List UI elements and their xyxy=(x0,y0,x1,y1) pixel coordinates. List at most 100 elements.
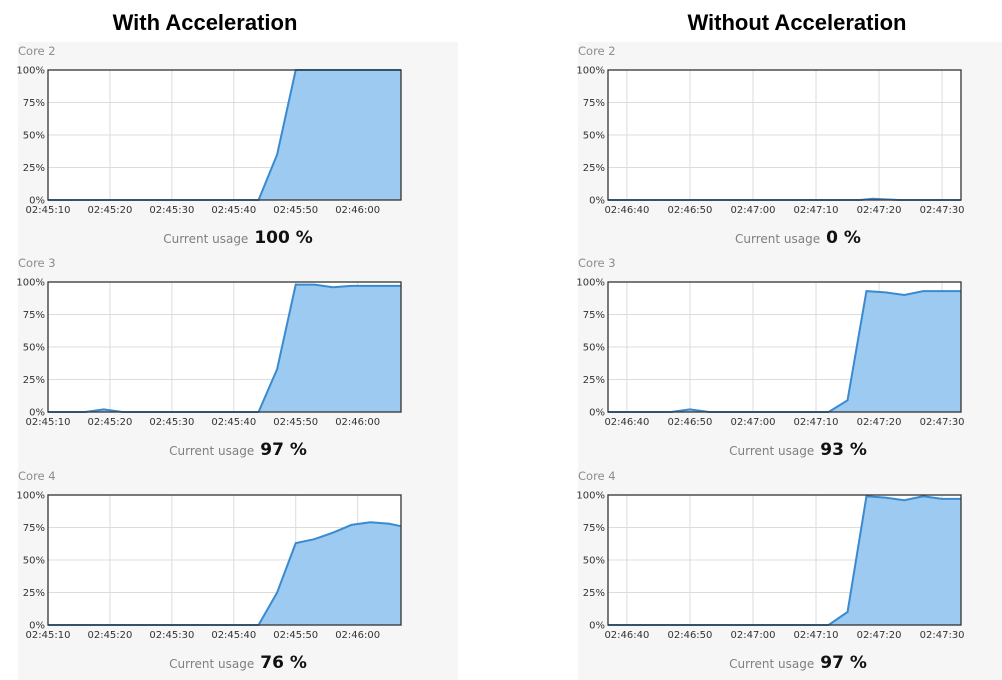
x-tick-label: 02:47:10 xyxy=(794,205,839,216)
usage-area xyxy=(48,522,401,625)
usage-chart: 0% 25% 50% 75% 100% 02:45:10 02:45:20 02:45:30 0… xyxy=(16,491,402,641)
y-tick-label: 25% xyxy=(583,375,605,386)
without-core-panel: Core 2 0% 25% 50% 75% 100% 02:46:40 02:46:50 02:… xyxy=(576,42,1002,255)
core-label: Core 2 xyxy=(18,44,56,58)
current-usage: Current usage 0 % xyxy=(578,228,1002,248)
core-label: Core 3 xyxy=(578,256,616,270)
without-core-panel: Core 3 0% 25% 50% 75% 100% 02:46:40 02:46:50 02:… xyxy=(576,254,1002,467)
usage-chart: 0% 25% 50% 75% 100% 02:45:10 02:45:20 02:45:30 0… xyxy=(16,66,402,216)
y-tick-label: 0% xyxy=(589,408,605,419)
current-usage-value: 76 % xyxy=(260,653,307,673)
x-tick-label: 02:47:00 xyxy=(731,630,776,641)
y-tick-label: 75% xyxy=(583,310,605,321)
plot-frame xyxy=(47,494,402,626)
core-label: Core 4 xyxy=(18,469,56,483)
with-core-panel: Core 4 0% 25% 50% 75% 100% 02:45:10 02:45:20 02:… xyxy=(16,467,458,680)
y-tick-label: 75% xyxy=(23,310,45,321)
y-tick-label: 50% xyxy=(583,131,605,142)
core-label: Core 2 xyxy=(578,44,616,58)
current-usage: Current usage 97 % xyxy=(578,653,1002,673)
plot-frame xyxy=(47,69,402,201)
plot-frame xyxy=(47,281,402,413)
y-tick-label: 0% xyxy=(29,196,45,207)
plot-frame xyxy=(607,69,962,201)
x-tick-label: 02:47:00 xyxy=(731,417,776,428)
usage-chart: 0% 25% 50% 75% 100% 02:46:40 02:46:50 02:47:00 0… xyxy=(576,491,965,642)
x-tick-label: 02:45:30 xyxy=(149,205,194,216)
y-tick-label: 0% xyxy=(29,621,45,632)
with-core-panel: Core 3 0% 25% 50% 75% 100% 02:45:10 02:45:20 02:… xyxy=(16,254,458,467)
x-tick-label: 02:45:40 xyxy=(211,417,256,428)
current-usage-value: 97 % xyxy=(260,440,307,460)
current-usage-label: Current usage xyxy=(729,657,815,671)
y-tick-label: 100% xyxy=(576,491,605,502)
y-tick-label: 25% xyxy=(23,588,45,599)
x-tick-label: 02:46:50 xyxy=(667,630,712,641)
usage-chart: 0% 25% 50% 75% 100% 02:46:40 02:46:50 02:47:00 0… xyxy=(576,66,965,217)
without-core-panel: Core 4 0% 25% 50% 75% 100% 02:46:40 02:46:50 02:… xyxy=(576,467,1002,680)
y-tick-label: 100% xyxy=(16,278,45,289)
x-tick-label: 02:45:10 xyxy=(26,630,71,641)
y-tick-label: 0% xyxy=(29,408,45,419)
current-usage-value: 100 % xyxy=(254,228,313,248)
current-usage-value: 0 % xyxy=(826,228,861,248)
y-tick-label: 100% xyxy=(16,491,45,502)
with-core-panel: Core 2 0% 25% 50% 75% 100% 02:45:10 02:45:20 02:… xyxy=(16,42,458,255)
x-tick-label: 02:45:40 xyxy=(211,630,256,641)
y-tick-label: 25% xyxy=(583,588,605,599)
current-usage: Current usage 93 % xyxy=(578,440,1002,460)
x-tick-label: 02:47:10 xyxy=(794,630,839,641)
y-tick-label: 50% xyxy=(23,343,45,354)
x-tick-label: 02:46:00 xyxy=(335,205,380,216)
current-usage-label: Current usage xyxy=(169,444,255,458)
y-tick-label: 50% xyxy=(23,556,45,567)
x-tick-label: 02:45:40 xyxy=(211,205,256,216)
y-tick-label: 100% xyxy=(576,66,605,77)
x-tick-label: 02:45:50 xyxy=(273,205,318,216)
x-tick-label: 02:46:40 xyxy=(604,630,649,641)
y-tick-label: 0% xyxy=(589,196,605,207)
x-tick-label: 02:46:00 xyxy=(335,630,380,641)
x-tick-label: 02:47:30 xyxy=(920,205,965,216)
y-tick-label: 75% xyxy=(583,98,605,109)
y-tick-label: 25% xyxy=(23,375,45,386)
y-tick-label: 50% xyxy=(23,131,45,142)
core-label: Core 3 xyxy=(18,256,56,270)
x-tick-label: 02:46:50 xyxy=(667,417,712,428)
usage-area xyxy=(48,70,401,200)
plot-frame xyxy=(607,494,962,626)
x-tick-label: 02:45:30 xyxy=(149,630,194,641)
y-tick-label: 75% xyxy=(23,523,45,534)
x-tick-label: 02:45:20 xyxy=(87,630,132,641)
x-tick-label: 02:47:20 xyxy=(857,417,902,428)
x-tick-label: 02:45:50 xyxy=(273,417,318,428)
x-tick-label: 02:45:50 xyxy=(273,630,318,641)
y-tick-label: 100% xyxy=(16,66,45,77)
current-usage-value: 93 % xyxy=(820,440,867,460)
with-acceleration-title: With Acceleration xyxy=(112,10,298,35)
x-tick-label: 02:45:10 xyxy=(26,417,71,428)
y-tick-label: 75% xyxy=(23,98,45,109)
x-tick-label: 02:45:20 xyxy=(87,417,132,428)
x-tick-label: 02:46:40 xyxy=(604,417,649,428)
current-usage: Current usage 97 % xyxy=(18,440,458,460)
x-tick-label: 02:47:20 xyxy=(857,205,902,216)
core-label: Core 4 xyxy=(578,469,616,483)
x-tick-label: 02:45:10 xyxy=(26,205,71,216)
x-tick-label: 02:47:00 xyxy=(731,205,776,216)
y-tick-label: 0% xyxy=(589,621,605,632)
current-usage-label: Current usage xyxy=(729,444,815,458)
x-tick-label: 02:45:30 xyxy=(149,417,194,428)
x-tick-label: 02:47:30 xyxy=(920,630,965,641)
usage-area xyxy=(48,284,401,412)
plot-frame xyxy=(607,281,962,413)
x-tick-label: 02:46:50 xyxy=(667,205,712,216)
current-usage-value: 97 % xyxy=(820,653,867,673)
usage-chart: 0% 25% 50% 75% 100% 02:45:10 02:45:20 02:45:30 0… xyxy=(16,278,402,428)
usage-chart: 0% 25% 50% 75% 100% 02:46:40 02:46:50 02:47:00 0… xyxy=(576,278,965,429)
x-tick-label: 02:47:30 xyxy=(920,417,965,428)
x-tick-label: 02:45:20 xyxy=(87,205,132,216)
y-tick-label: 100% xyxy=(576,278,605,289)
current-usage: Current usage 76 % xyxy=(18,653,458,673)
current-usage-label: Current usage xyxy=(163,232,249,246)
